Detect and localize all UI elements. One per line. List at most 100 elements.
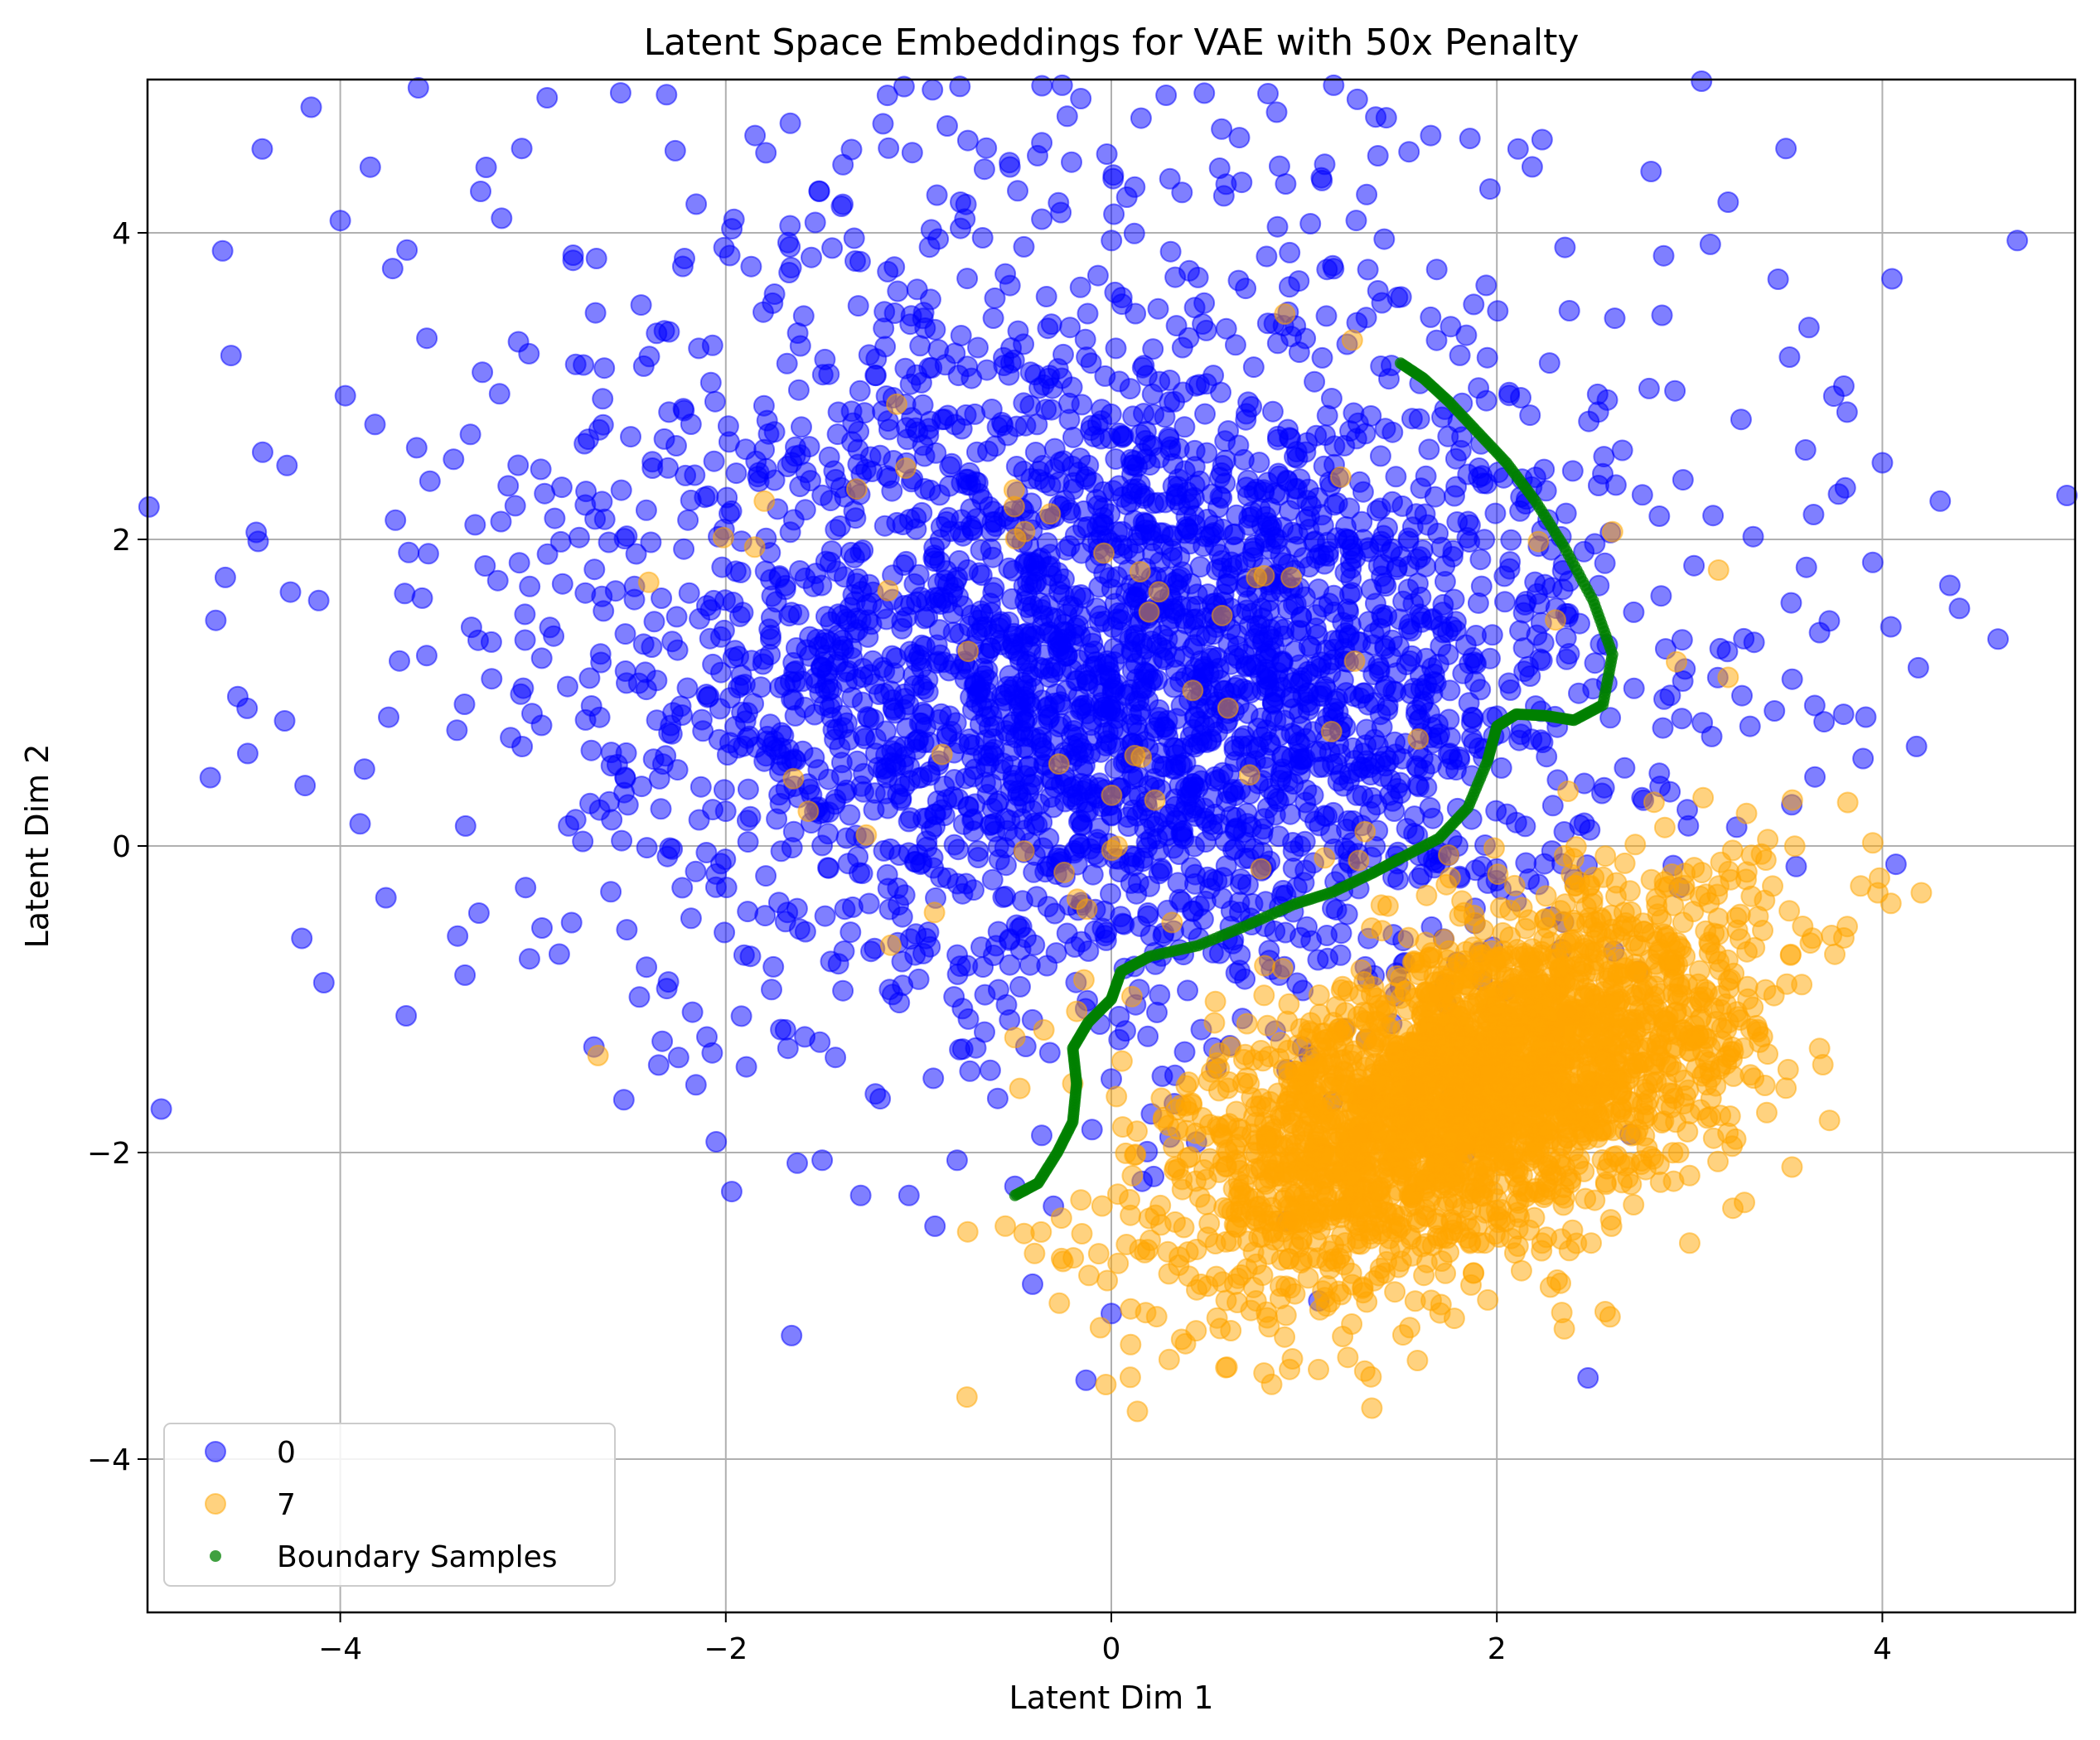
- data-point: [1171, 336, 1193, 359]
- data-point: [1778, 346, 1801, 368]
- data-point: [696, 1026, 718, 1048]
- data-point: [579, 792, 601, 814]
- data-point: [1032, 455, 1054, 476]
- data-point: [943, 769, 965, 790]
- data-point: [1172, 381, 1194, 404]
- data-point: [1139, 875, 1160, 897]
- data-point: [950, 217, 971, 239]
- data-point: [848, 420, 870, 442]
- data-point: [1424, 486, 1446, 508]
- data-point: [508, 552, 530, 574]
- data-point: [1258, 647, 1280, 669]
- data-point: [1272, 879, 1294, 901]
- data-point: [744, 124, 767, 147]
- data-point: [878, 137, 900, 159]
- data-point: [867, 756, 889, 779]
- data-point: [514, 629, 536, 651]
- data-point: [1475, 274, 1498, 297]
- data-point: [1510, 1259, 1532, 1282]
- data-point: [1284, 724, 1306, 747]
- data-point: [1781, 668, 1803, 690]
- data-point: [1270, 765, 1293, 787]
- data-point: [415, 645, 438, 667]
- data-point: [1095, 1374, 1117, 1395]
- data-point: [580, 739, 602, 761]
- data-point: [1808, 621, 1831, 644]
- data-point: [443, 448, 465, 471]
- data-point: [1062, 788, 1084, 810]
- data-point: [956, 129, 979, 152]
- data-point: [874, 720, 897, 742]
- data-point: [1672, 469, 1694, 491]
- data-point: [1111, 912, 1134, 935]
- data-point: [497, 475, 520, 497]
- data-point: [713, 779, 735, 801]
- data-point: [1398, 141, 1420, 163]
- data-point: [827, 603, 849, 626]
- data-point: [1487, 300, 1509, 322]
- data-point: [735, 1056, 757, 1078]
- data-point: [1225, 962, 1247, 984]
- data-point: [1242, 356, 1265, 379]
- data-point: [1230, 602, 1252, 625]
- data-point: [1623, 601, 1645, 623]
- data-point: [755, 865, 777, 887]
- data-point: [1150, 858, 1173, 880]
- data-point: [874, 336, 897, 358]
- data-point: [530, 647, 553, 669]
- data-point: [907, 843, 929, 866]
- data-point: [918, 357, 941, 379]
- data-point: [798, 436, 820, 458]
- data-point: [481, 668, 503, 690]
- data-point: [1177, 518, 1199, 540]
- data-point: [530, 458, 552, 481]
- data-point: [809, 1031, 831, 1053]
- data-point: [1101, 230, 1123, 252]
- data-point: [630, 294, 652, 317]
- data-point: [847, 295, 869, 317]
- data-point: [839, 804, 861, 826]
- data-point: [664, 139, 686, 162]
- data-point: [585, 248, 607, 269]
- data-point: [1432, 621, 1454, 644]
- data-point: [1803, 694, 1826, 717]
- data-point: [1798, 317, 1820, 339]
- data-point: [405, 437, 428, 459]
- data-point: [1323, 584, 1345, 607]
- data-point: [1418, 438, 1440, 461]
- data-point: [1170, 1328, 1193, 1351]
- data-point: [1813, 711, 1836, 733]
- data-point: [1195, 319, 1217, 341]
- data-point: [1736, 975, 1759, 998]
- data-point: [1013, 392, 1035, 414]
- data-point: [199, 766, 221, 789]
- data-point: [1142, 338, 1164, 360]
- data-point: [273, 710, 296, 732]
- data-point: [1775, 138, 1798, 160]
- data-point: [794, 499, 816, 521]
- data-point: [572, 830, 594, 853]
- data-point: [1852, 747, 1875, 770]
- data-point: [1268, 825, 1290, 848]
- data-point: [510, 138, 533, 160]
- data-point: [758, 618, 781, 640]
- data-point: [1071, 737, 1093, 760]
- data-point: [924, 1215, 946, 1237]
- data-point: [900, 305, 922, 327]
- data-point: [1293, 872, 1315, 894]
- data-point: [1733, 627, 1755, 650]
- data-point: [1357, 259, 1379, 281]
- data-point: [1861, 551, 1884, 573]
- data-point: [657, 457, 680, 479]
- data-point: [1754, 849, 1777, 871]
- data-point: [904, 417, 927, 439]
- data-point: [635, 499, 657, 521]
- data-point: [1048, 1292, 1071, 1314]
- data-point: [1804, 766, 1826, 788]
- data-point: [375, 887, 397, 909]
- data-point: [1105, 337, 1127, 360]
- data-point: [551, 573, 573, 595]
- data-point: [995, 854, 1017, 877]
- data-point: [1075, 1369, 1097, 1391]
